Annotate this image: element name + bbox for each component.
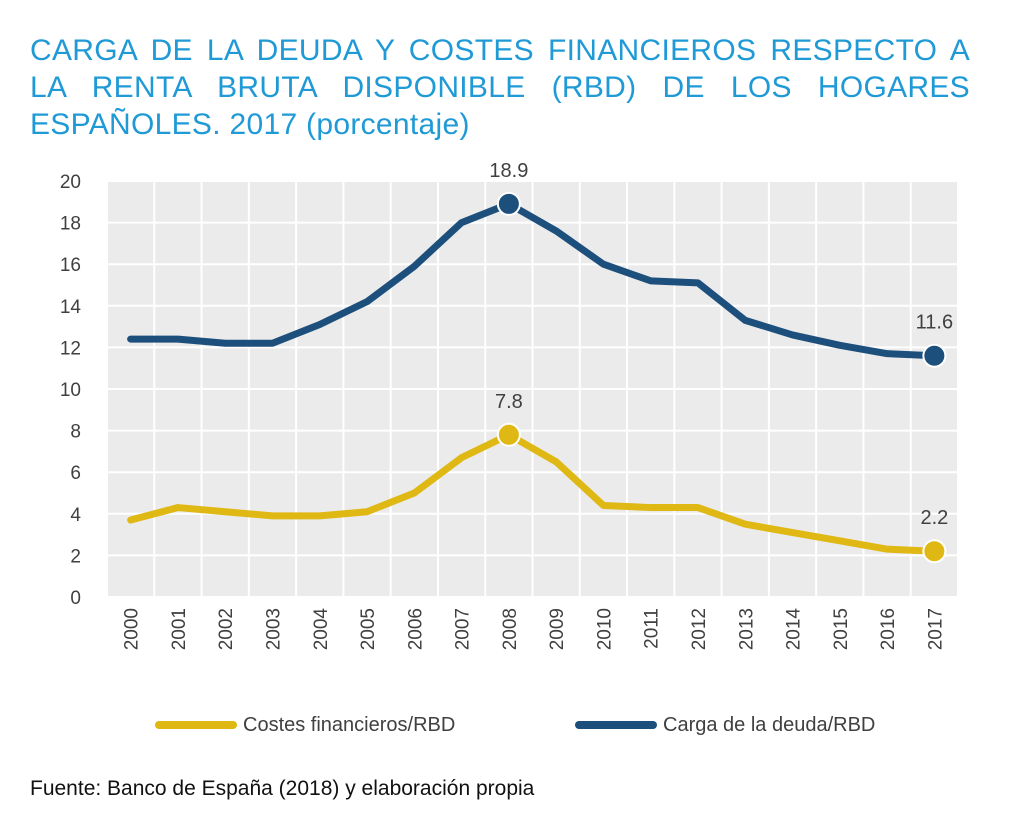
y-tick-label: 18 [60,214,81,235]
x-tick-label: 2003 [263,608,284,650]
x-tick-label: 2006 [405,608,426,650]
x-tick-label: 2001 [169,608,190,650]
data-label: 18.9 [489,160,528,182]
x-tick-label: 2005 [358,608,379,650]
highlight-marker [496,191,521,216]
y-tick-label: 8 [70,422,81,443]
highlight-marker [496,422,521,447]
data-label: 2.2 [920,507,948,529]
x-tick-label: 2016 [878,608,899,650]
x-tick-label: 2000 [122,608,143,650]
y-tick-label: 2 [70,546,81,567]
legend-label-carga-deuda: Carga de la deuda/RBD [663,713,876,736]
y-axis: 0 2 4 6 8 10 12 14 16 18 20 [60,172,82,609]
x-tick-label: 2011 [642,608,663,649]
y-tick-label: 4 [70,505,81,526]
x-tick-label: 2012 [689,608,710,650]
x-tick-label: 2002 [216,608,237,650]
gridlines [106,180,959,598]
legend-swatch-carga-deuda [575,721,657,729]
series-line-carga-de-la-deuda-rbd [127,200,938,360]
x-tick-label: 2004 [311,608,332,651]
x-tick-label: 2017 [925,608,946,650]
x-axis: 2000 2001 2002 2003 2004 2005 2006 2007 2008 2009… [122,608,947,651]
x-tick-label: 2009 [547,608,568,650]
y-tick-label: 16 [60,255,81,276]
chart-title: CARGA DE LA DEUDA Y COSTES FINANCIEROS R… [30,34,970,141]
highlight-marker [922,539,947,564]
y-tick-label: 0 [70,588,81,609]
y-tick-label: 6 [70,463,81,484]
legend-item-carga-deuda: Carga de la deuda/RBD [575,710,875,740]
y-tick-label: 14 [60,297,82,318]
x-tick-label: 2014 [784,608,805,651]
source-note: Fuente: Banco de España (2018) y elabora… [30,777,535,800]
legend-swatch-costes-financieros [155,721,237,729]
x-tick-label: 2007 [453,608,474,650]
highlight-markers [496,191,947,564]
series-lines [127,200,938,555]
y-tick-label: 10 [60,380,81,401]
x-tick-label: 2015 [831,608,852,650]
y-tick-label: 20 [60,172,81,193]
legend-item-costes-financieros: Costes financieros/RBD [155,710,455,740]
data-label: 7.8 [495,391,523,413]
data-label: 11.6 [916,312,953,334]
series-line-costes-financieros-rbd [127,431,938,555]
highlight-marker [922,343,947,368]
data-labels: 7.8 2.2 18.9 11.6 [489,160,953,529]
x-tick-label: 2010 [594,608,615,650]
x-tick-label: 2013 [736,608,757,650]
x-tick-label: 2008 [500,608,521,650]
legend: Costes financieros/RBD Carga de la deuda… [155,710,975,740]
legend-label-costes-financieros: Costes financieros/RBD [243,713,456,736]
y-tick-label: 12 [60,338,81,359]
